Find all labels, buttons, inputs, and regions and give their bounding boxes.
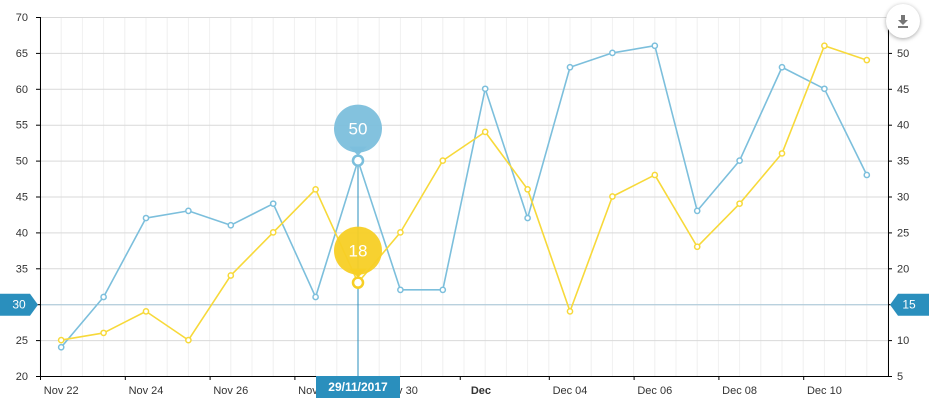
data-point [693,243,701,251]
x-tick-label: Dec 08 [722,385,757,397]
tick-labels: 2025303540455055606570510152025303540455… [16,12,910,397]
data-point [609,49,616,57]
right-tick-label: 25 [897,227,909,239]
value-balloon: 50 [334,104,382,167]
data-point [736,200,743,208]
data-point [57,336,65,344]
data-point [397,229,404,236]
series-lines [60,44,868,348]
left-tick-label: 20 [16,371,28,383]
data-point [100,293,107,301]
left-tick-label: 65 [16,48,28,60]
data-point [609,193,616,200]
data-point [227,272,235,279]
balloon-value: 18 [349,242,368,261]
right-tick-label: 30 [897,192,909,204]
data-point [693,207,701,215]
right-tick-label: 50 [897,48,909,60]
data-point [142,214,150,222]
export-button[interactable] [886,4,920,38]
data-point [778,150,786,157]
data-point [524,214,531,222]
data-point [185,207,192,215]
right-tick-label: 35 [897,156,909,168]
guide-label-left: 30 [0,293,38,316]
left-tick-label: 25 [16,335,28,347]
left-tick-label: 35 [16,263,28,275]
data-point [142,308,150,315]
guide-value-right: 15 [902,298,916,312]
data-point [397,286,404,294]
x-tick-label: Nov 24 [129,385,164,397]
data-point [269,229,277,236]
data-point [566,308,574,315]
left-tick-label: 50 [16,156,28,168]
data-point [651,171,659,179]
right-tick-label: 40 [897,120,909,132]
chart-overlays: 50 18 30 15 29/11/2017 [0,104,929,398]
data-point [566,63,574,71]
cursor-date-box [316,376,400,398]
guide-value-left: 30 [12,298,26,312]
data-point [57,343,65,351]
data-point [439,286,447,294]
balloon-value: 50 [349,120,368,139]
data-point [651,42,659,50]
cursor-date-text: 29/11/2017 [328,380,388,394]
download-icon [898,15,908,28]
x-tick-label: Nov 26 [213,385,248,397]
right-tick-label: 20 [897,263,909,275]
guide-label-right: 15 [890,293,929,316]
data-point [481,85,489,93]
data-point [863,171,871,179]
data-point [481,128,489,136]
highlight-point [351,276,365,289]
value-balloon: 18 [334,226,382,289]
balloon-circle [334,104,382,153]
left-tick-label: 60 [16,84,28,96]
series-line-1 [60,44,868,348]
x-tick-label: Dec 04 [553,385,588,397]
left-tick-label: 55 [16,120,28,132]
data-point [863,56,871,64]
data-point [185,336,192,344]
left-tick-label: 45 [16,192,28,204]
data-point [736,157,743,164]
data-point [778,63,786,71]
right-tick-label: 45 [897,84,909,96]
guide-tag-right [890,293,929,316]
x-tick-label: Dec 06 [637,385,672,397]
series-points [57,42,871,351]
data-point [269,200,277,208]
x-tick-label: Nov 22 [44,385,79,397]
balloon-circle [334,226,382,275]
data-point [312,293,319,301]
data-point [227,221,235,229]
left-tick-label: 70 [16,12,28,24]
series-line-2 [61,44,868,341]
left-tick-label: 40 [16,227,28,239]
data-point [100,329,107,337]
right-tick-label: 5 [897,371,903,383]
data-point [821,42,828,50]
data-point [524,185,531,193]
right-tick-label: 10 [897,335,909,347]
data-point [312,185,319,193]
axes [36,17,892,380]
data-point [821,85,828,93]
highlight-point [351,154,365,167]
data-point [439,157,447,164]
cursor-date-label: 29/11/2017 [316,376,400,398]
guide-tag-left [0,293,38,316]
x-tick-label: Dec [471,385,491,397]
x-tick-label: Dec 10 [807,385,842,397]
